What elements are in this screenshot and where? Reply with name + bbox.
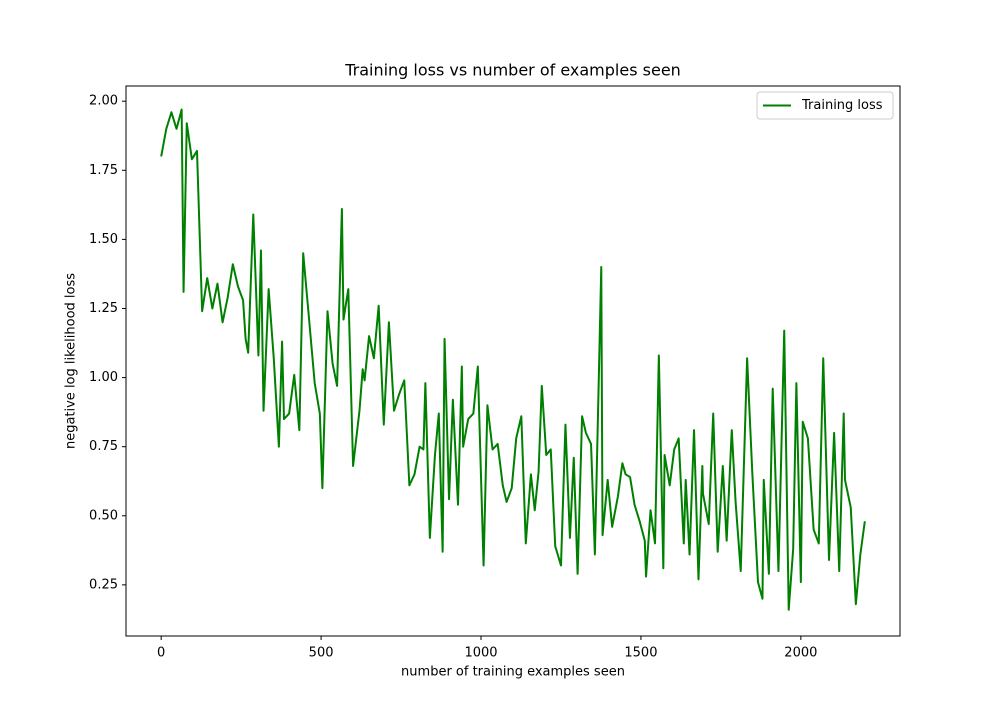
y-tick-label: 0.75 <box>89 439 118 454</box>
x-tick-label: 1500 <box>624 646 657 661</box>
x-tick-label: 500 <box>309 646 334 661</box>
x-tick-label: 0 <box>157 646 165 661</box>
y-tick-label: 0.50 <box>89 508 118 523</box>
axes-frame <box>125 85 901 637</box>
legend-label: Training loss <box>801 98 883 113</box>
x-tick-label: 2000 <box>784 646 817 661</box>
y-tick-label: 0.25 <box>89 577 118 592</box>
y-tick-label: 1.50 <box>89 232 118 247</box>
y-tick-label: 2.00 <box>89 94 118 109</box>
y-axis-label: negative log likelihood loss <box>64 273 79 449</box>
y-tick-label: 1.25 <box>89 301 118 316</box>
line-series <box>160 108 866 611</box>
y-tick-label: 1.75 <box>89 163 118 178</box>
y-tick-label: 1.00 <box>89 370 118 385</box>
x-axis-label: number of training examples seen <box>401 665 625 680</box>
legend-box <box>756 91 894 120</box>
chart-title: Training loss vs number of examples seen <box>344 61 681 80</box>
x-tick-label: 1000 <box>464 646 497 661</box>
